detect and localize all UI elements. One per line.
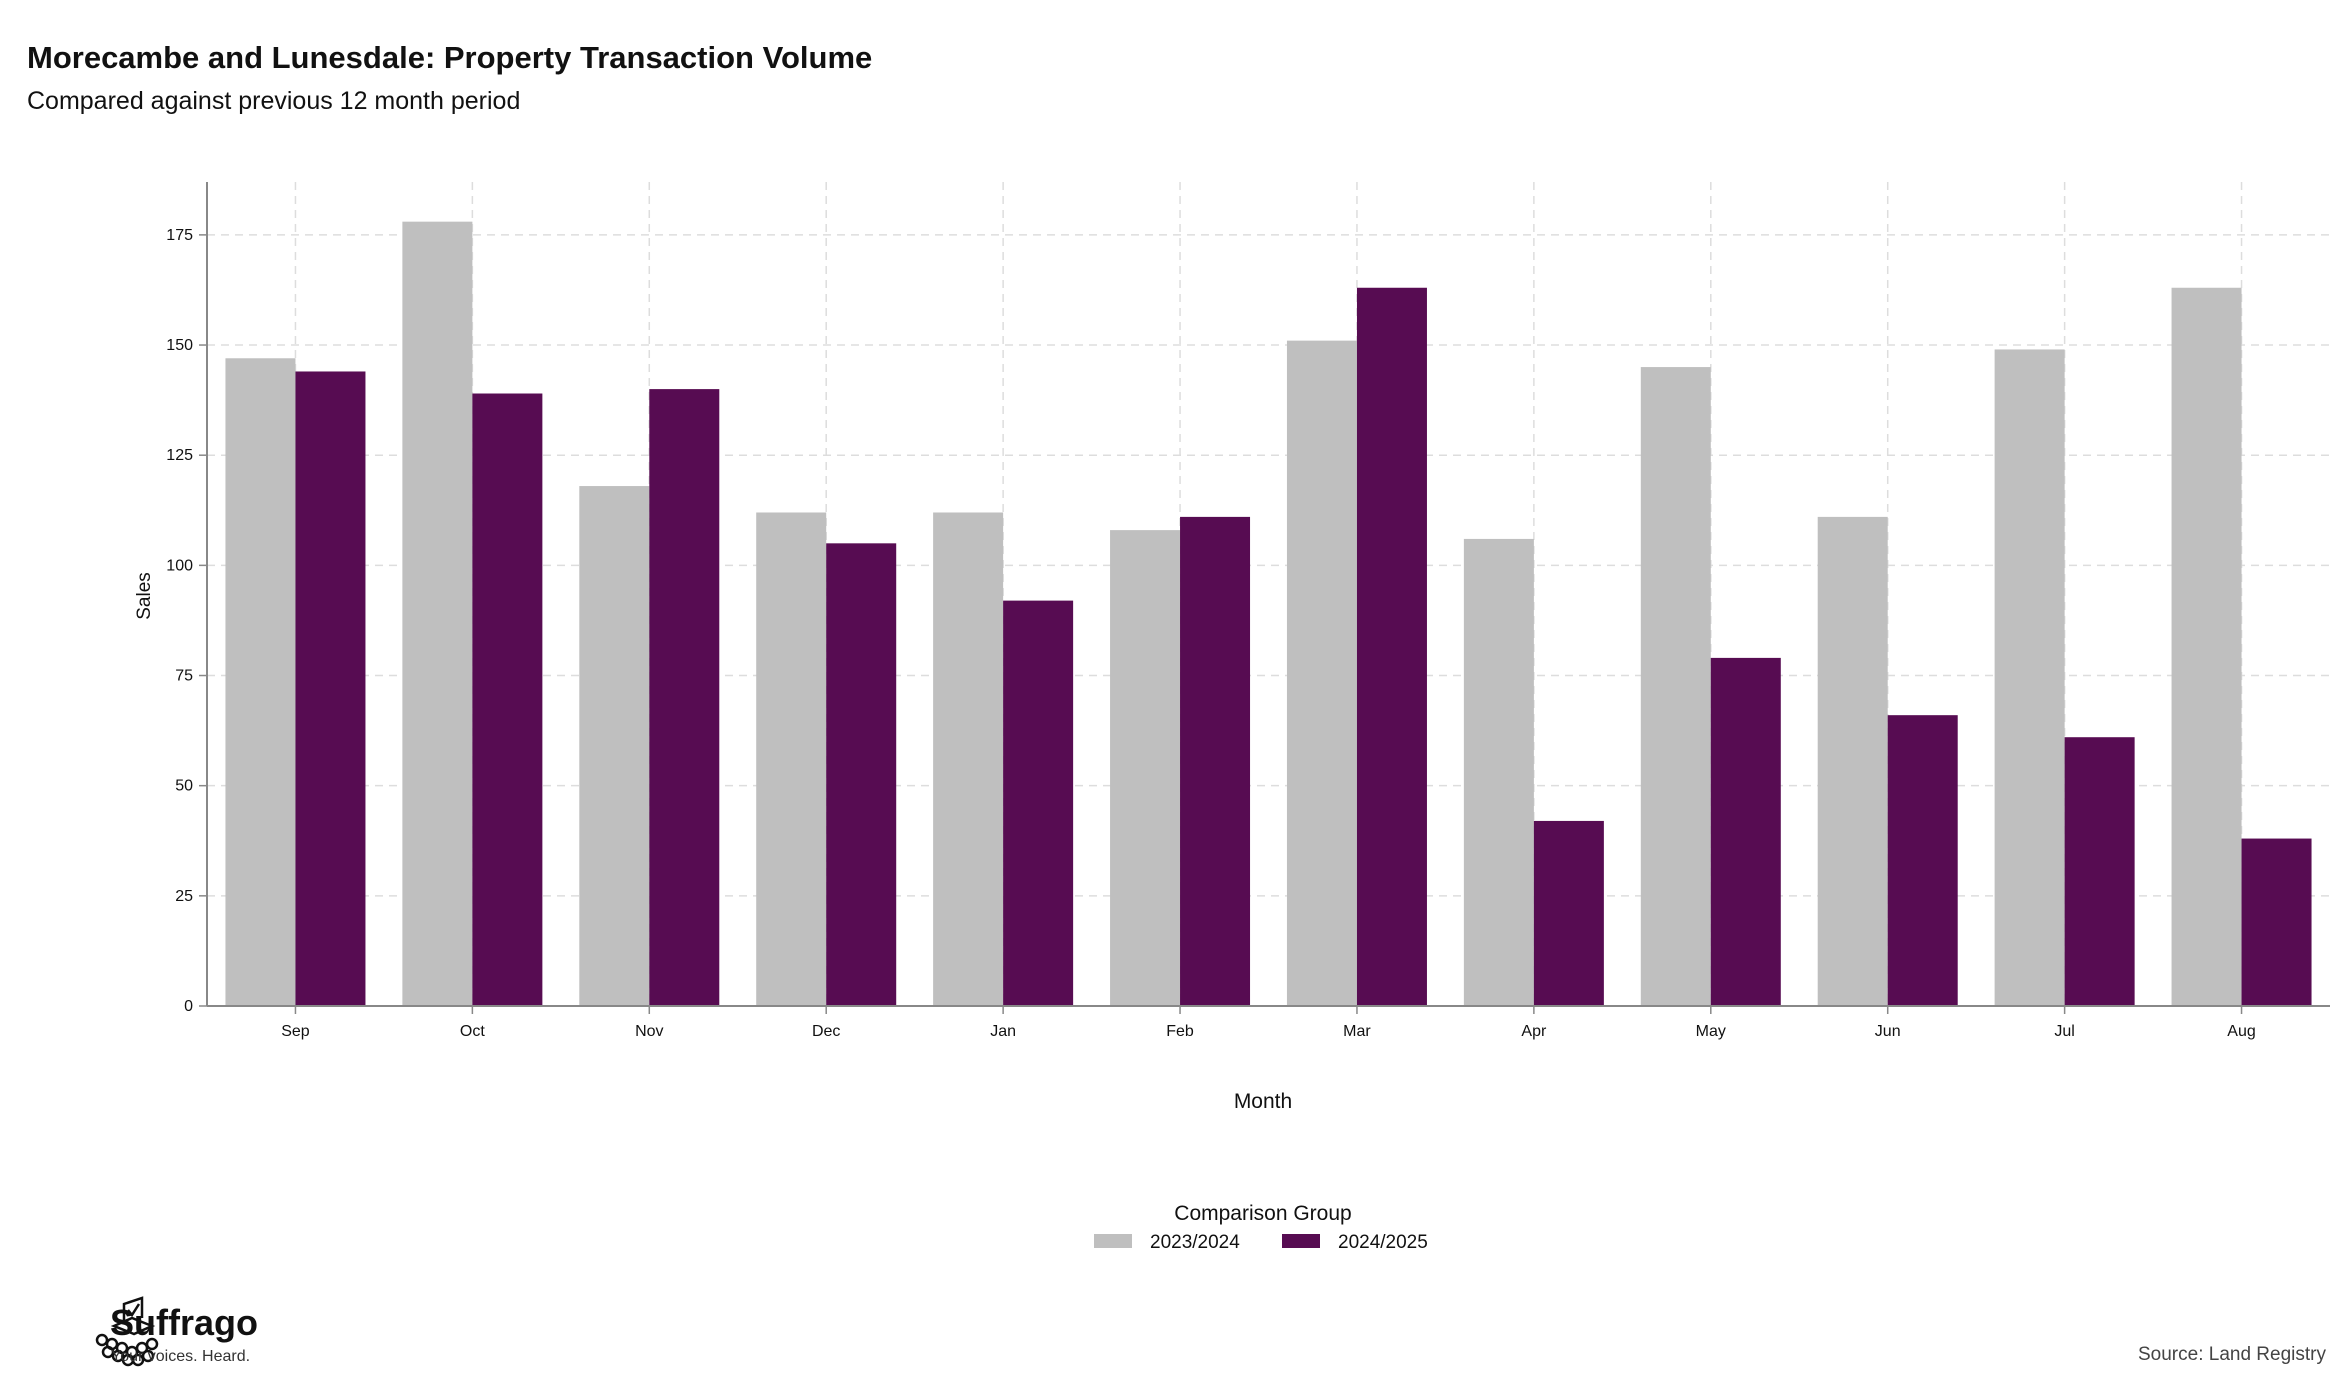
bar-mar-2023-2024	[1286, 340, 1357, 1007]
x-tick-label: Jun	[1875, 1023, 1901, 1040]
legend-label: 2024/2025	[1338, 1232, 1428, 1253]
bar-oct-2023-2024	[402, 221, 473, 1006]
x-tick-label: Mar	[1343, 1023, 1371, 1040]
y-tick-label: 75	[175, 668, 193, 685]
bar-aug-2023-2024	[2171, 287, 2242, 1006]
y-tick-label: 100	[166, 557, 193, 574]
bar-jan-2024-2025	[1003, 600, 1074, 1006]
legend-label: 2023/2024	[1150, 1232, 1240, 1253]
ballot-box-icon	[95, 1296, 159, 1367]
x-tick-label: Jul	[2054, 1023, 2074, 1040]
x-tick-label: Nov	[635, 1023, 663, 1040]
y-tick-label: 175	[166, 227, 193, 244]
legend-swatch-2023-2024	[1094, 1234, 1132, 1248]
chart-title: Morecambe and Lunesdale: Property Transa…	[27, 40, 873, 75]
source-note: Source: Land Registry	[2138, 1344, 2326, 1365]
chart-subtitle: Compared against previous 12 month perio…	[27, 87, 521, 115]
y-tick-label: 50	[175, 778, 193, 795]
brand-name: Suffrago	[110, 1302, 258, 1343]
bar-feb-2024-2025	[1180, 516, 1251, 1006]
bar-jul-2023-2024	[1994, 349, 2065, 1006]
bar-feb-2023-2024	[1110, 530, 1181, 1006]
bar-nov-2024-2025	[649, 389, 720, 1007]
x-tick-label: Aug	[2227, 1023, 2255, 1040]
bar-apr-2024-2025	[1533, 820, 1604, 1006]
y-tick-label: 125	[166, 447, 193, 464]
bar-chart: 0 25 50 75 100 125 150 175 Sep Oct Nov Dec Jan Feb Mar…	[134, 182, 2330, 1253]
x-tick-label: Oct	[460, 1023, 485, 1040]
x-tick-label: Feb	[1166, 1023, 1194, 1040]
bar-mar-2024-2025	[1356, 287, 1427, 1006]
bar-aug-2024-2025	[2241, 838, 2312, 1006]
x-tick-label: Dec	[812, 1023, 840, 1040]
bar-jul-2024-2025	[2064, 737, 2135, 1006]
bar-sep-2023-2024	[225, 358, 296, 1006]
x-tick-label: Apr	[1521, 1023, 1547, 1040]
x-axis-title: Month	[1234, 1090, 1292, 1113]
x-tick-label: Sep	[281, 1023, 310, 1040]
bar-jun-2023-2024	[1817, 516, 1888, 1006]
y-axis-title: Sales	[134, 572, 155, 620]
x-tick-label: May	[1696, 1023, 1726, 1040]
y-tick-label: 150	[166, 337, 193, 354]
x-tick-label: Jan	[990, 1023, 1016, 1040]
bar-may-2023-2024	[1640, 367, 1711, 1006]
bar-dec-2024-2025	[826, 543, 897, 1006]
brand-tagline: Your voices. Heard.	[111, 1348, 251, 1365]
bar-oct-2024-2025	[472, 393, 543, 1006]
bar-sep-2024-2025	[295, 371, 366, 1006]
y-tick-label: 25	[175, 888, 193, 905]
bar-may-2024-2025	[1710, 657, 1781, 1006]
bar-jan-2023-2024	[933, 512, 1004, 1006]
bar-apr-2023-2024	[1463, 538, 1534, 1006]
legend-swatch-2024-2025	[1282, 1234, 1320, 1248]
bar-jun-2024-2025	[1887, 715, 1958, 1006]
bar-nov-2023-2024	[579, 486, 650, 1006]
legend-title: Comparison Group	[1174, 1202, 1351, 1225]
bar-dec-2023-2024	[756, 512, 827, 1006]
y-tick-label: 0	[184, 998, 193, 1015]
